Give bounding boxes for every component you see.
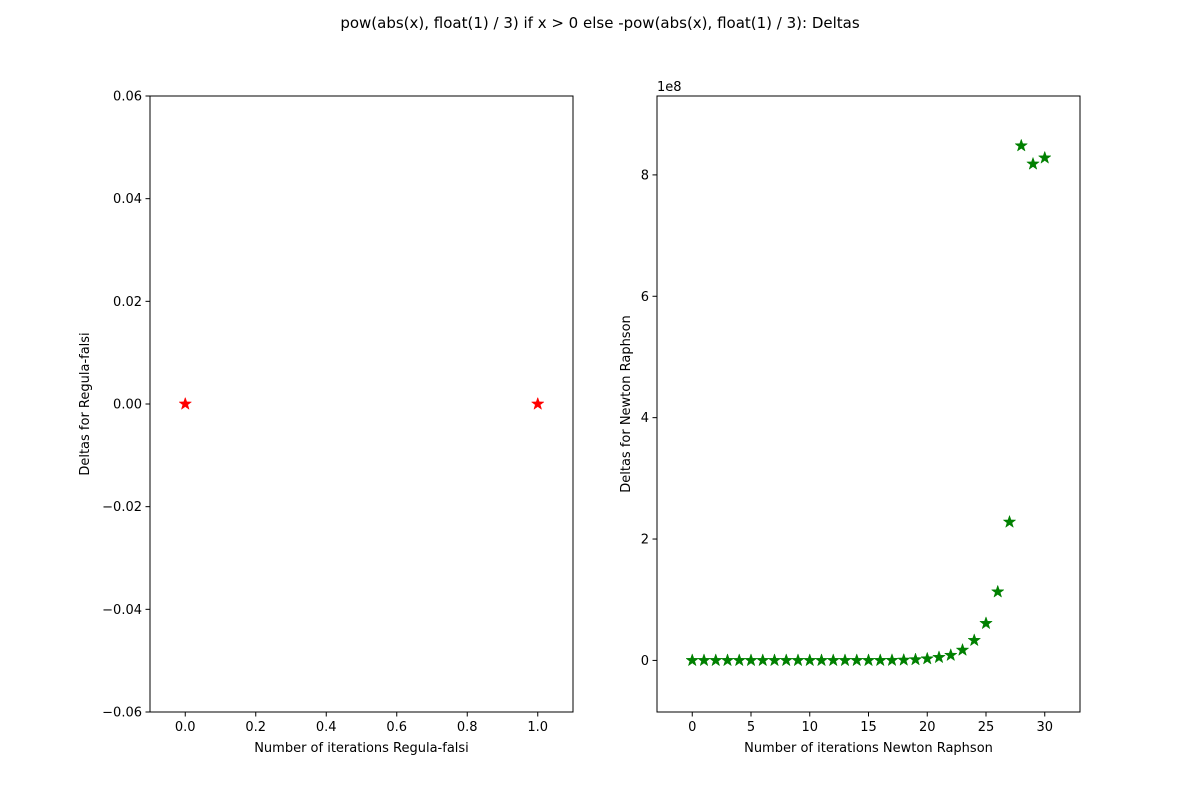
regula-falsi-y-axis-label: Deltas for Regula-falsi [78, 332, 93, 475]
newton-raphson-x-tick-label: 30 [1036, 720, 1053, 735]
regula-falsi-y-tick-label: 0.02 [113, 295, 142, 310]
newton-raphson-data-point [943, 648, 958, 662]
newton-raphson-data-point [873, 653, 888, 667]
newton-raphson-plot: 0 5 10 15 20 25 30 0 2 4 6 8 1e8 Number of iteratio… [619, 80, 1081, 756]
regula-falsi-data-point [178, 396, 193, 410]
newton-raphson-axes-frame [656, 95, 1081, 713]
newton-raphson-y-tick-label: 6 [641, 290, 649, 305]
newton-raphson-data-point [744, 653, 758, 667]
newton-raphson-data-point [779, 653, 794, 667]
newton-raphson-data-point [1026, 156, 1040, 170]
newton-raphson-data-point [920, 651, 935, 665]
regula-falsi-x-tick-label: 1.0 [527, 720, 548, 735]
newton-raphson-data-point [767, 653, 782, 667]
newton-raphson-data-point [755, 653, 770, 667]
newton-raphson-data-point [791, 653, 805, 667]
newton-raphson-data-point [697, 653, 711, 667]
newton-raphson-data-point [955, 642, 970, 656]
regula-falsi-y-tick-label: −0.02 [102, 500, 142, 515]
figure-title: pow(abs(x), float(1) / 3) if x > 0 else … [340, 14, 860, 32]
regula-falsi-data-point [530, 396, 545, 410]
regula-falsi-axes-frame [149, 95, 574, 713]
newton-raphson-data-point [720, 653, 735, 667]
newton-raphson-data-point [1002, 514, 1017, 528]
newton-raphson-data-point [685, 653, 700, 667]
newton-raphson-x-tick-label: 15 [860, 720, 877, 735]
newton-raphson-ticks: 0 5 10 15 20 25 30 0 2 4 6 8 [641, 168, 1053, 735]
newton-raphson-data-point [885, 653, 899, 667]
newton-raphson-x-tick-label: 20 [919, 720, 936, 735]
regula-falsi-x-tick-label: 0.0 [175, 720, 196, 735]
regula-falsi-y-tick-label: −0.06 [102, 706, 142, 721]
newton-raphson-y-axis-label: Deltas for Newton Raphson [619, 315, 634, 493]
regula-falsi-points [178, 396, 545, 410]
newton-raphson-data-point [732, 653, 747, 667]
newton-raphson-data-point [990, 584, 1005, 598]
newton-raphson-x-tick-label: 25 [978, 720, 995, 735]
newton-raphson-data-point [849, 653, 864, 667]
regula-falsi-x-tick-label: 0.6 [386, 720, 407, 735]
regula-falsi-y-tick-label: 0.00 [113, 398, 142, 413]
newton-raphson-data-point [802, 653, 817, 667]
newton-raphson-data-point [1037, 150, 1052, 164]
regula-falsi-x-axis-label: Number of iterations Regula-falsi [254, 741, 469, 756]
newton-raphson-x-axis-label: Number of iterations Newton Raphson [744, 741, 993, 756]
newton-raphson-x-tick-label: 5 [747, 720, 755, 735]
newton-raphson-y-tick-label: 4 [641, 411, 649, 426]
regula-falsi-y-tick-label: 0.04 [113, 192, 142, 207]
regula-falsi-plot: 0.0 0.2 0.4 0.6 0.8 1.0 −0.06 −0.04 −0.02 0.00 0.0… [78, 90, 574, 756]
regula-falsi-x-tick-label: 0.8 [457, 720, 478, 735]
newton-raphson-data-point [838, 653, 852, 667]
regula-falsi-ticks: 0.0 0.2 0.4 0.6 0.8 1.0 −0.06 −0.04 −0.02 0.00 0.0… [102, 90, 548, 736]
newton-raphson-y-tick-label: 2 [641, 533, 649, 548]
newton-raphson-data-point [1014, 138, 1029, 152]
newton-raphson-data-point [932, 650, 946, 664]
newton-raphson-y-tick-label: 0 [641, 654, 649, 669]
regula-falsi-y-tick-label: 0.06 [113, 90, 142, 105]
newton-raphson-y-offset-text: 1e8 [657, 80, 682, 95]
newton-raphson-data-point [967, 633, 982, 647]
newton-raphson-data-point [861, 653, 876, 667]
regula-falsi-x-tick-label: 0.4 [316, 720, 337, 735]
regula-falsi-x-tick-label: 0.2 [245, 720, 266, 735]
newton-raphson-points [685, 138, 1052, 667]
newton-raphson-x-tick-label: 10 [801, 720, 818, 735]
newton-raphson-data-point [814, 653, 829, 667]
regula-falsi-y-tick-label: −0.04 [102, 603, 142, 618]
newton-raphson-data-point [979, 616, 993, 630]
newton-raphson-y-tick-label: 8 [641, 168, 649, 183]
newton-raphson-data-point [908, 652, 923, 666]
newton-raphson-data-point [708, 653, 723, 667]
newton-raphson-data-point [896, 652, 911, 666]
newton-raphson-data-point [826, 653, 841, 667]
newton-raphson-x-tick-label: 0 [688, 720, 696, 735]
